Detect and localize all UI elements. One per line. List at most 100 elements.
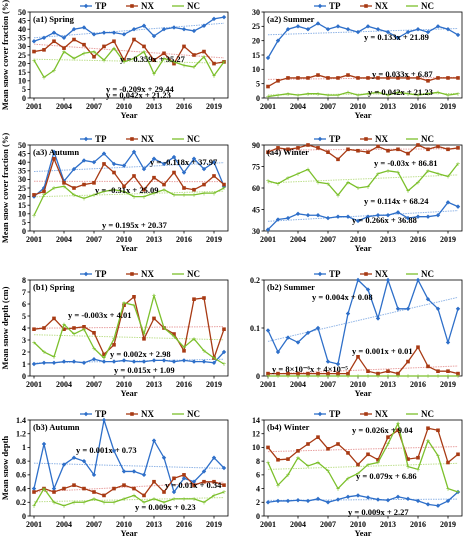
data-point-nx [366, 150, 370, 154]
data-point-tp [425, 297, 431, 302]
trend-equation: y = 0.015x + 1.09 [114, 365, 175, 375]
data-point-nx [182, 473, 186, 477]
y-tick-label: 30 [252, 8, 260, 17]
data-point-tp [41, 441, 47, 447]
data-point-tp [375, 497, 381, 502]
data-point-nc: + [305, 167, 310, 174]
y-tick-label: 5 [256, 79, 260, 88]
data-point-nc: + [221, 489, 226, 496]
y-tick-label: 30 [252, 227, 260, 236]
data-point-nx [72, 37, 76, 42]
data-point-nc: + [161, 325, 166, 332]
legend-label-nx: NX [375, 269, 388, 279]
legend-marker-tp [317, 411, 323, 417]
data-point-nc: + [375, 171, 380, 178]
trend-equation: y = 0.01x + 0.34 [165, 480, 222, 490]
x-tick-label: 2001 [26, 102, 42, 111]
data-point-tp [181, 27, 187, 32]
y-tick-label: 90 [252, 141, 260, 150]
data-point-nc: + [455, 489, 460, 496]
data-point-nc: + [181, 192, 186, 199]
data-point-nc: + [435, 89, 440, 96]
data-point-tp [41, 35, 47, 40]
data-point-tp [355, 29, 361, 35]
data-point-nx [222, 182, 226, 187]
legend-label-nc: NC [421, 134, 434, 144]
x-tick-label: 2019 [206, 235, 222, 244]
data-point-nx [172, 61, 176, 66]
data-point-nc: + [121, 300, 126, 307]
data-point-nc: + [221, 59, 226, 66]
data-point-tp [71, 27, 77, 32]
data-point-nc: + [365, 462, 370, 469]
data-point-nx [112, 39, 116, 44]
data-point-tp [425, 29, 431, 35]
data-point-tp [31, 361, 37, 367]
data-point-tp [345, 27, 351, 32]
data-point-tp [275, 38, 281, 43]
data-point-nc: + [211, 190, 216, 197]
data-point-tp [121, 358, 127, 363]
data-point-nc: + [191, 496, 196, 503]
data-point-nc: + [71, 499, 76, 506]
data-point-nx [376, 457, 380, 462]
legend-label-tp: TP [95, 269, 107, 279]
data-point-nx [152, 175, 156, 180]
data-point-nc: + [295, 171, 300, 178]
data-point-nc: + [51, 185, 56, 192]
trend-equation: y = -0.03x + 86.81 [374, 158, 438, 168]
data-point-nc: + [355, 373, 360, 380]
y-tick-label: 1.4 [16, 416, 26, 425]
data-point-tp [295, 340, 301, 345]
y-tick-label: 45 [18, 16, 26, 25]
data-point-tp [355, 277, 361, 283]
legend-marker-tp [83, 271, 89, 277]
legend-marker-nx [130, 137, 134, 141]
x-tick-label: 2013 [146, 520, 162, 529]
y-tick-label: 0 [256, 372, 260, 381]
data-point-nc: + [405, 373, 410, 380]
data-point-tp [275, 498, 281, 504]
data-point-tp [395, 35, 401, 40]
data-point-tp [355, 218, 361, 224]
y-tick-label: 8 [22, 276, 26, 285]
data-point-nc: + [325, 468, 330, 475]
data-point-nx [386, 435, 390, 439]
data-point-nx [296, 76, 300, 80]
data-point-tp [61, 35, 67, 40]
y-tick-label: 10 [18, 210, 26, 219]
data-point-nx [192, 297, 196, 301]
data-point-nx [42, 48, 46, 52]
y-tick-label: 2 [22, 348, 26, 357]
data-point-tp [171, 154, 177, 160]
data-point-tp [295, 211, 301, 216]
data-point-nx [212, 174, 216, 178]
series-line-nc [267, 421, 459, 493]
legend-marker-tp [317, 136, 323, 142]
data-point-tp [395, 494, 401, 499]
data-point-nx [276, 79, 280, 83]
y-tick-label: 5 [22, 218, 26, 227]
data-point-tp [141, 23, 147, 28]
data-point-nx [202, 49, 206, 54]
data-point-nc: + [425, 438, 430, 445]
x-tick-label: 2004 [290, 520, 306, 529]
series-line-nc [267, 91, 459, 98]
series-line-tp [33, 419, 225, 494]
data-point-nx [266, 150, 270, 154]
x-tick-label: 2019 [206, 102, 222, 111]
series-line-tp [33, 149, 225, 198]
data-point-nx [346, 147, 350, 152]
y-tick-label: 1 [22, 360, 26, 369]
data-point-nc: + [31, 503, 36, 510]
data-point-nc: + [405, 464, 410, 471]
y-tick-label: 30 [18, 175, 26, 184]
legend-label-nc: NC [187, 1, 200, 11]
data-point-nc: + [71, 56, 76, 63]
data-point-nx [162, 490, 166, 494]
data-point-tp [365, 24, 371, 29]
x-tick-label: 2007 [86, 380, 102, 389]
data-point-nx [406, 76, 410, 80]
trend-line-tp [267, 498, 459, 501]
data-point-nc: + [305, 463, 310, 470]
